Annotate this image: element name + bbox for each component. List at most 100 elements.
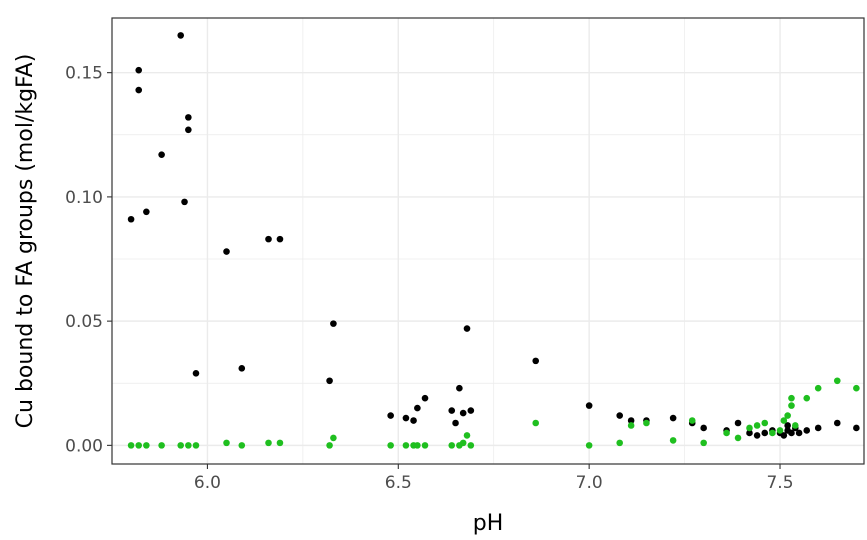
data-point-series-2	[402, 442, 410, 449]
data-point-series-1	[177, 32, 185, 39]
data-point-series-1	[761, 429, 769, 437]
data-point-series-1	[223, 248, 230, 255]
y-tick-label: 0.10	[65, 188, 103, 208]
x-axis: 6.0 6.5 7.0 7.5	[194, 464, 794, 493]
data-point-series-1	[746, 429, 753, 437]
data-point-series-1	[753, 432, 761, 439]
y-tick-label: 0.00	[65, 436, 103, 456]
data-point-series-2	[330, 434, 337, 442]
data-point-series-2	[127, 442, 135, 449]
data-point-series-2	[784, 412, 791, 419]
data-point-series-1	[238, 365, 246, 372]
data-point-series-2	[459, 439, 467, 447]
data-point-series-1	[143, 208, 150, 216]
data-point-series-2	[135, 442, 143, 449]
data-point-series-1	[127, 215, 135, 223]
data-point-series-1	[459, 409, 467, 417]
data-point-series-2	[627, 422, 635, 429]
y-tick-label: 0.15	[65, 64, 103, 84]
data-point-series-1	[780, 432, 788, 439]
data-point-series-2	[532, 419, 540, 427]
x-tick-label: 7.0	[576, 473, 603, 493]
data-point-series-2	[192, 442, 200, 449]
data-point-series-2	[776, 427, 784, 434]
data-point-series-2	[688, 417, 696, 424]
y-axis: 0.00 0.05 0.10 0.15	[65, 64, 112, 456]
data-point-series-1	[414, 404, 421, 412]
data-point-series-2	[643, 419, 650, 427]
data-point-series-1	[330, 320, 337, 327]
data-point-series-2	[223, 439, 230, 447]
data-point-series-1	[467, 407, 475, 414]
data-point-series-1	[276, 235, 284, 243]
data-point-series-1	[627, 417, 635, 424]
data-point-series-2	[326, 442, 333, 449]
data-point-series-2	[761, 419, 769, 427]
data-point-series-2	[616, 439, 623, 447]
data-point-series-2	[158, 442, 165, 449]
data-point-series-2	[414, 442, 421, 449]
data-point-series-1	[784, 422, 791, 429]
x-tick-label: 7.5	[766, 473, 793, 493]
y-tick-label: 0.05	[65, 312, 103, 332]
data-point-series-1	[788, 429, 795, 437]
data-point-series-1	[135, 86, 143, 94]
data-point-series-2	[143, 442, 150, 449]
data-point-series-2	[769, 429, 776, 437]
data-point-series-1	[410, 417, 417, 424]
y-axis-title: Cu bound to FA groups (mol/kgFA)	[13, 54, 38, 429]
data-point-series-2	[585, 442, 593, 449]
data-point-series-1	[452, 419, 459, 427]
data-point-series-1	[616, 412, 623, 419]
data-point-series-2	[753, 422, 761, 429]
data-point-series-2	[853, 384, 860, 392]
data-point-series-1	[669, 414, 677, 422]
data-point-series-1	[326, 377, 333, 385]
data-point-series-2	[700, 439, 707, 447]
data-point-series-1	[192, 370, 200, 377]
data-point-series-1	[135, 66, 143, 74]
data-point-series-2	[734, 434, 742, 442]
data-point-series-1	[795, 429, 803, 437]
data-point-series-2	[265, 439, 272, 447]
x-axis-title: pH	[473, 511, 504, 536]
data-point-series-1	[265, 235, 272, 243]
data-point-series-1	[585, 402, 593, 409]
data-point-series-2	[669, 437, 677, 444]
data-point-series-2	[788, 394, 795, 402]
data-point-series-1	[185, 114, 192, 121]
data-point-series-2	[746, 424, 753, 432]
data-point-series-2	[448, 442, 456, 449]
data-point-series-2	[276, 439, 284, 447]
data-point-series-1	[833, 419, 841, 427]
x-tick-label: 6.5	[385, 473, 412, 493]
data-point-series-1	[158, 151, 165, 158]
data-point-series-2	[177, 442, 185, 449]
data-point-series-1	[532, 357, 540, 365]
data-point-series-1	[185, 126, 192, 134]
data-point-series-2	[238, 442, 246, 449]
data-point-series-1	[734, 419, 742, 427]
data-point-series-1	[814, 424, 822, 432]
data-point-series-2	[791, 422, 799, 429]
data-point-series-2	[467, 442, 475, 449]
data-points	[127, 32, 860, 449]
data-point-series-2	[387, 442, 394, 449]
data-point-series-1	[803, 427, 811, 434]
minor-gridlines	[112, 18, 864, 464]
data-point-series-1	[181, 198, 188, 206]
data-point-series-2	[803, 394, 811, 402]
data-point-series-1	[387, 412, 394, 419]
data-point-series-2	[814, 384, 822, 392]
data-point-series-2	[780, 417, 788, 424]
data-point-series-1	[402, 414, 410, 422]
data-point-series-1	[448, 407, 456, 414]
data-point-series-1	[700, 424, 707, 432]
data-point-series-1	[456, 384, 463, 392]
data-point-series-1	[421, 394, 429, 402]
x-tick-label: 6.0	[194, 473, 221, 493]
data-point-series-2	[788, 402, 795, 409]
data-point-series-1	[853, 424, 860, 432]
